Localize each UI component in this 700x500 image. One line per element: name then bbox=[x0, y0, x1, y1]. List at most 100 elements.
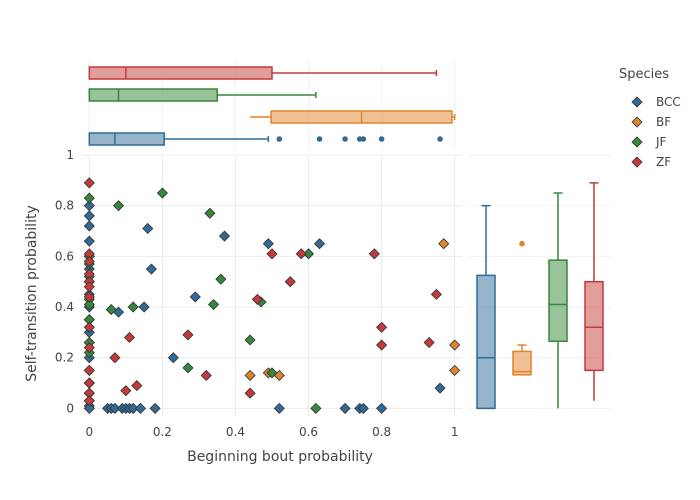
data-point bbox=[244, 334, 256, 346]
right-box-zf bbox=[584, 182, 604, 401]
box bbox=[476, 274, 496, 410]
data-point bbox=[83, 321, 95, 333]
box bbox=[512, 350, 532, 376]
x-tick-label: 0.6 bbox=[299, 425, 318, 439]
outlier-point bbox=[316, 136, 323, 142]
data-point bbox=[204, 207, 216, 219]
y-tick-label: 0.4 bbox=[55, 300, 74, 314]
data-point bbox=[200, 369, 212, 382]
data-point bbox=[83, 210, 95, 222]
data-point bbox=[376, 339, 388, 351]
outlier-point bbox=[276, 136, 283, 142]
data-point bbox=[109, 402, 121, 414]
data-point bbox=[295, 248, 307, 260]
legend-label: BF bbox=[656, 115, 671, 129]
x-tick-label: 0.2 bbox=[153, 425, 172, 439]
y-tick-label: 0.6 bbox=[55, 249, 74, 263]
box bbox=[584, 280, 604, 372]
x-tick-label: 1 bbox=[451, 425, 459, 439]
data-point bbox=[83, 220, 95, 232]
outlier-point bbox=[519, 240, 525, 247]
data-point bbox=[167, 352, 179, 364]
top-box-bcc bbox=[88, 132, 443, 146]
data-point bbox=[207, 298, 220, 311]
data-point bbox=[449, 339, 461, 351]
data-point bbox=[284, 276, 296, 288]
legend-marker bbox=[631, 136, 643, 148]
data-point bbox=[215, 273, 227, 285]
outlier-point bbox=[437, 136, 443, 142]
data-point bbox=[109, 352, 121, 364]
legend-title: Species bbox=[619, 67, 669, 82]
right-box-jf bbox=[548, 192, 568, 409]
outlier-point bbox=[342, 136, 348, 142]
data-point bbox=[302, 248, 315, 260]
x-axis-title: Beginning bout probability bbox=[187, 449, 373, 465]
data-point bbox=[112, 200, 125, 212]
data-point bbox=[131, 380, 143, 392]
data-point bbox=[218, 230, 231, 242]
data-point bbox=[120, 385, 132, 397]
x-tick-label: 0.8 bbox=[372, 425, 391, 439]
data-point bbox=[83, 395, 95, 407]
data-point bbox=[123, 331, 136, 344]
legend-marker bbox=[631, 156, 643, 168]
data-point bbox=[244, 387, 256, 399]
legend-item-bf: BF bbox=[631, 115, 671, 129]
data-point bbox=[83, 255, 95, 267]
data-point bbox=[251, 293, 263, 306]
y-tick-label: 1 bbox=[66, 148, 74, 162]
y-tick-label: 0.2 bbox=[55, 351, 74, 365]
box bbox=[88, 132, 165, 146]
legend-label: JF bbox=[655, 135, 667, 149]
legend-marker bbox=[631, 116, 643, 128]
data-point bbox=[127, 301, 139, 313]
right-box-bf bbox=[512, 240, 532, 376]
series-zf bbox=[83, 177, 442, 407]
data-point bbox=[434, 382, 446, 394]
data-point bbox=[376, 402, 388, 414]
data-point bbox=[142, 222, 154, 235]
top-box-jf bbox=[88, 88, 317, 102]
data-point bbox=[182, 362, 194, 374]
right-box-bcc bbox=[476, 204, 496, 410]
data-point bbox=[156, 187, 168, 199]
top-box-zf bbox=[88, 66, 438, 80]
box bbox=[548, 259, 568, 342]
legend-item-jf: JF bbox=[631, 135, 667, 149]
data-point bbox=[313, 238, 326, 250]
y-tick-label: 0.8 bbox=[55, 199, 74, 213]
series-bf bbox=[244, 238, 461, 382]
data-point bbox=[266, 367, 278, 379]
data-point bbox=[423, 336, 435, 349]
legend-marker bbox=[631, 96, 643, 108]
data-point bbox=[244, 369, 256, 382]
outlier-point bbox=[378, 136, 385, 142]
data-point bbox=[83, 291, 95, 303]
data-point bbox=[376, 321, 388, 333]
top-box-bf bbox=[250, 110, 456, 124]
data-point bbox=[182, 329, 194, 341]
data-point bbox=[438, 238, 450, 250]
data-point bbox=[145, 263, 157, 275]
box bbox=[88, 88, 218, 102]
data-point bbox=[83, 177, 95, 189]
data-point bbox=[430, 288, 442, 300]
data-point bbox=[149, 402, 161, 414]
data-point bbox=[310, 402, 322, 414]
data-point bbox=[105, 304, 117, 316]
outlier-point bbox=[360, 136, 367, 142]
data-point bbox=[273, 402, 285, 414]
data-point bbox=[138, 301, 150, 313]
y-tick-label: 0 bbox=[66, 401, 74, 415]
legend-item-bcc: BCC bbox=[631, 95, 681, 109]
data-point bbox=[368, 248, 380, 260]
data-point bbox=[83, 342, 95, 354]
legend-item-zf: ZF bbox=[631, 155, 671, 169]
data-point bbox=[339, 402, 351, 414]
data-point bbox=[134, 402, 147, 414]
data-point bbox=[262, 238, 274, 250]
data-point bbox=[83, 235, 95, 247]
